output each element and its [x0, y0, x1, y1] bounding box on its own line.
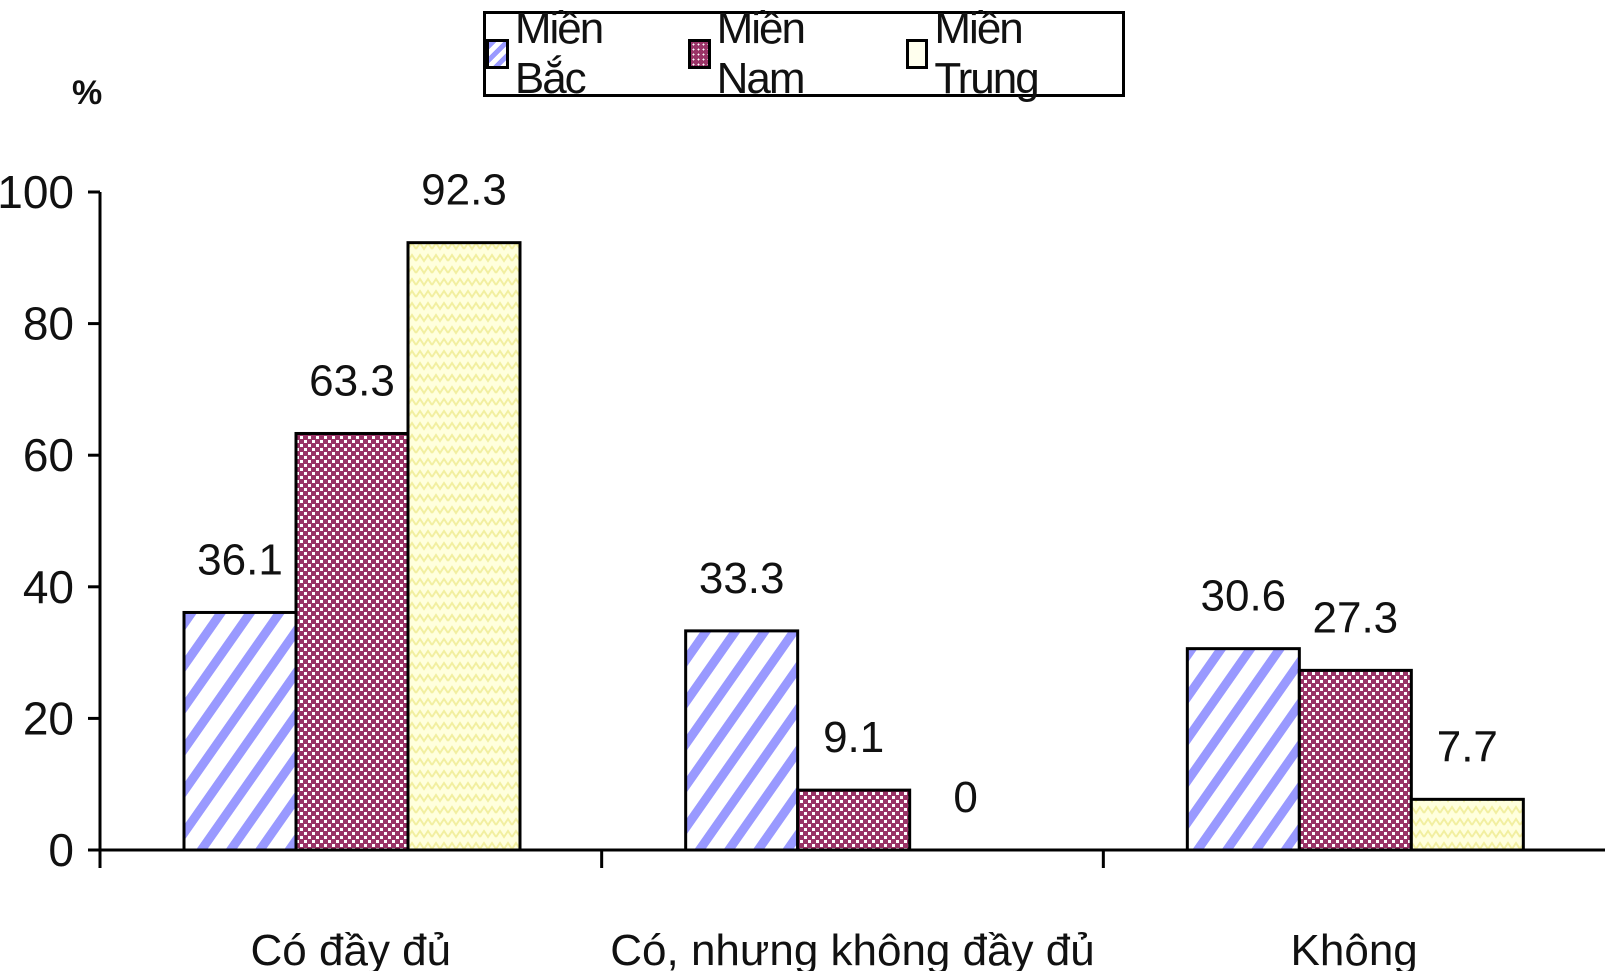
y-tick-label-40: 40	[23, 561, 74, 613]
value-label-co-nhung-khong-day-du-mien-nam: 9.1	[823, 713, 884, 762]
bar-co-day-du-mien-bac	[182, 610, 298, 852]
legend-label-mien-trung: Miền Trung	[934, 4, 1039, 103]
y-tick-label-80: 80	[23, 298, 74, 350]
legend-label-mien-bac: Miền Bắc	[514, 4, 604, 103]
value-label-co-day-du-mien-nam: 63.3	[309, 356, 395, 405]
value-label-co-nhung-khong-day-du-mien-trung: 0	[953, 773, 977, 822]
legend-label-mien-nam: Miền Nam	[716, 4, 806, 103]
chart-legend: Miền Bắc Miền Nam Miền Trung	[483, 4, 1125, 103]
category-label-co-nhung-khong-day-du: Có, nhưng không đầy đủ	[610, 926, 1094, 971]
y-tick-label-60: 60	[23, 429, 74, 481]
legend-swatch-mien-nam	[687, 39, 711, 69]
y-tick-label-20: 20	[23, 692, 74, 744]
bar-co-day-du-mien-nam	[294, 431, 410, 852]
category-label-khong: Không	[1291, 926, 1418, 971]
value-label-co-nhung-khong-day-du-mien-bac: 33.3	[699, 554, 785, 603]
legend-swatch-mien-trung	[905, 39, 929, 69]
y-axis-unit-label: %	[72, 74, 103, 112]
legend-item-mien-bac: Miền Bắc	[486, 4, 672, 104]
value-label-co-day-du-mien-trung: 92.3	[421, 166, 507, 215]
bar-khong-mien-bac	[1185, 647, 1301, 852]
legend-item-mien-nam: Miền Nam	[687, 4, 890, 104]
y-tick-label-100: 100	[0, 166, 74, 218]
value-label-khong-mien-trung: 7.7	[1437, 722, 1498, 771]
value-label-co-day-du-mien-bac: 36.1	[197, 535, 283, 584]
value-label-khong-mien-bac: 30.6	[1201, 572, 1287, 621]
bar-khong-mien-nam	[1297, 668, 1413, 852]
bar-co-nhung-khong-day-du-mien-bac	[684, 629, 800, 852]
bar-co-nhung-khong-day-du-mien-nam	[796, 788, 912, 852]
bar-co-day-du-mien-trung	[406, 241, 522, 852]
legend-item-mien-trung: Miền Trung	[905, 4, 1122, 104]
y-tick-label-0: 0	[48, 824, 74, 876]
bar-khong-mien-trung	[1409, 797, 1525, 852]
legend-swatch-mien-bac	[486, 39, 509, 69]
category-label-co-day-du: Có đầy đủ	[251, 926, 452, 971]
value-label-khong-mien-nam: 27.3	[1313, 593, 1399, 642]
